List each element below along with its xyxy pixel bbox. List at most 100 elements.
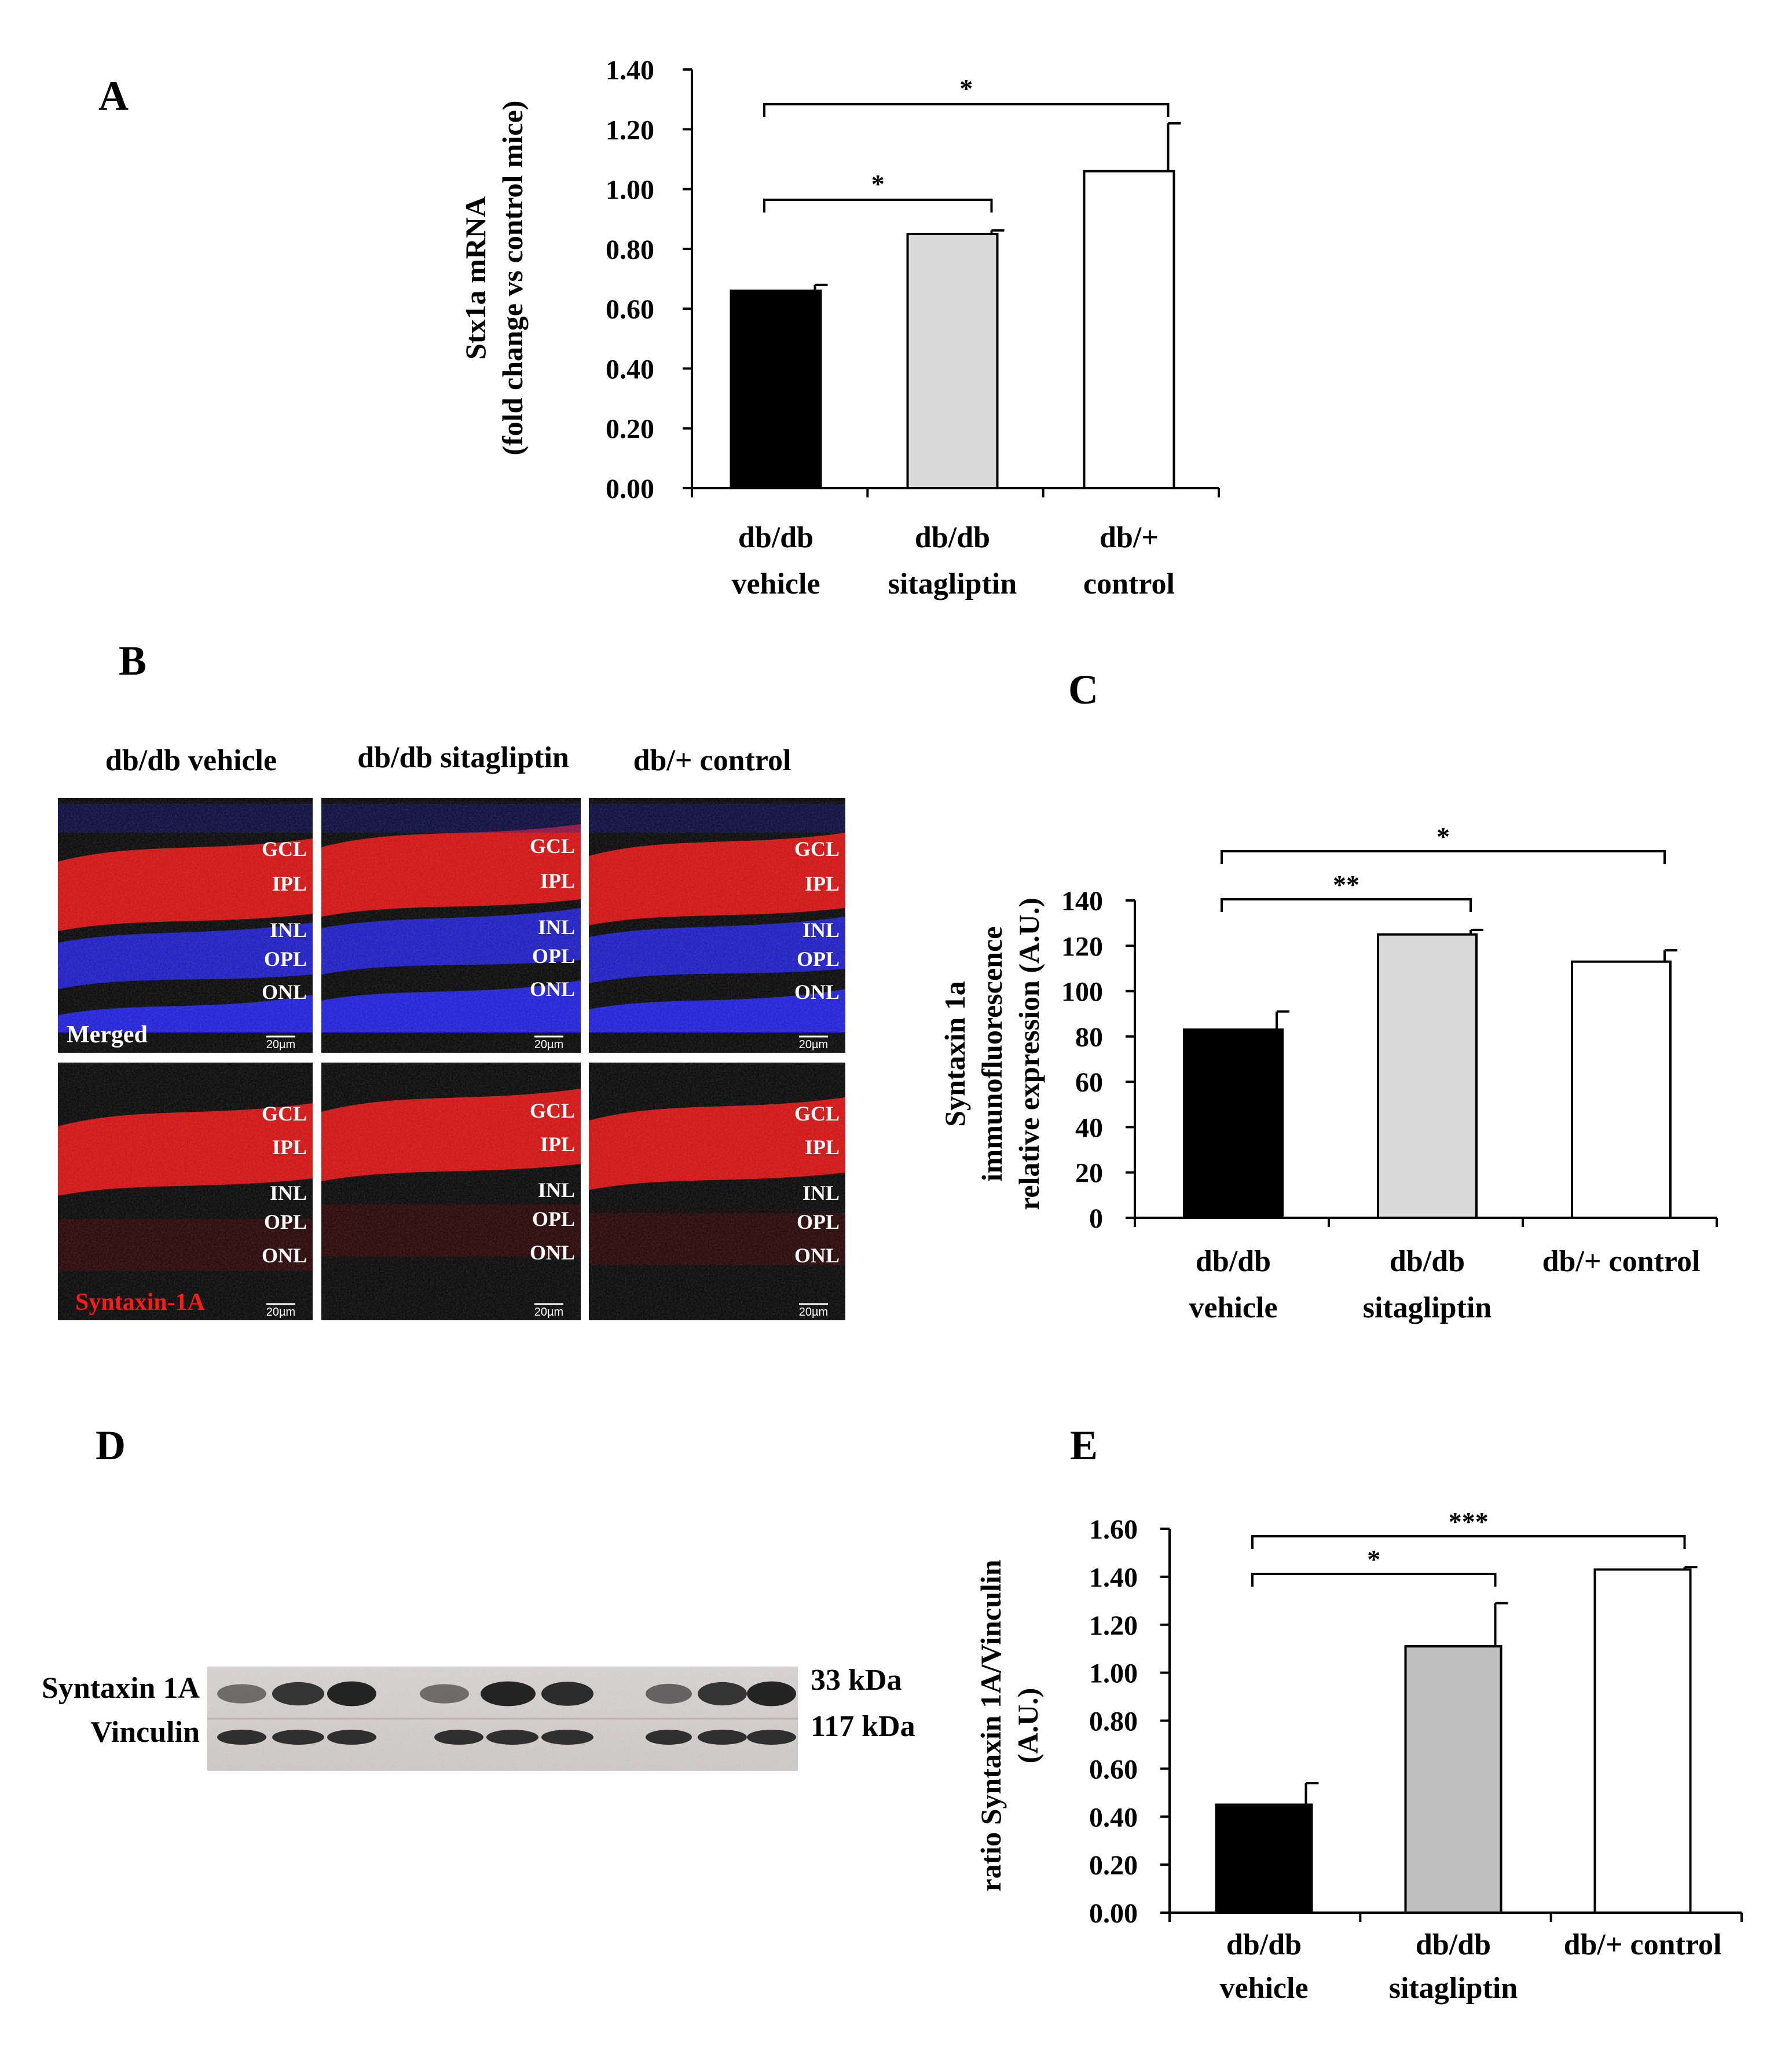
layer-label-onl: ONL (530, 1241, 575, 1264)
y-tick-label-c: 140 (1061, 886, 1103, 917)
micro-tile-r1-c1: GCL IPL INL OPL ONL 20µm (321, 1063, 581, 1320)
band-vinculin (217, 1730, 266, 1745)
significance-bracket-a (763, 199, 993, 213)
y-axis-label-e: (A.U.) (1012, 1688, 1044, 1764)
layer-label-onl: ONL (262, 980, 307, 1004)
y-tick-label-e: 1.40 (1089, 1562, 1138, 1593)
layer-label-ipl: IPL (272, 872, 307, 895)
band-syntaxin (646, 1683, 692, 1704)
category-label-a: sitagliptin (888, 567, 1017, 600)
y-tick-label-a: 0.40 (606, 354, 654, 385)
layer-label-onl: ONL (794, 1244, 840, 1267)
band-syntaxin (327, 1681, 376, 1707)
y-axis-label-c: immunofluorescence (976, 927, 1008, 1182)
y-tick-label-a: 1.00 (606, 175, 654, 206)
layer-label-onl: ONL (794, 980, 840, 1004)
category-label-c: db/+ control (1542, 1245, 1701, 1278)
band-vinculin (327, 1730, 376, 1745)
bar-c-0 (1183, 1028, 1284, 1219)
bar-e-2 (1593, 1568, 1692, 1914)
layer-label-gcl: GCL (262, 837, 307, 860)
significance-bracket-a (763, 103, 1170, 117)
y-axis-label-c: Syntaxin 1a (939, 981, 971, 1126)
y-axis-label-e: ratio Syntaxin 1A/Vinculin (974, 1559, 1007, 1891)
micro-tile-r1-c0: GCL IPL INL OPL ONL 20µm (58, 1063, 313, 1320)
y-tick-label-e: 0.00 (1089, 1898, 1138, 1929)
band-vinculin (486, 1730, 538, 1745)
layer-label-ipl: IPL (540, 1133, 575, 1156)
y-tick-label-c: 60 (1075, 1067, 1103, 1098)
category-label-c: db/db (1390, 1245, 1465, 1278)
category-label-c: vehicle (1189, 1291, 1277, 1324)
category-label-e: vehicle (1219, 1972, 1308, 2005)
western-blot-panel: Syntaxin 1A Vinculin 33 kDa 117 kDa (42, 1664, 915, 1771)
micro-tile-r0-c0: GCL IPL INL OPL ONL 20µm (58, 798, 313, 1053)
bar-c-1 (1377, 933, 1478, 1219)
y-tick-label-c: 20 (1075, 1158, 1103, 1189)
bar-a-0 (730, 290, 822, 489)
y-tick-label-e: 0.80 (1089, 1707, 1138, 1737)
micro-column-control: db/+ control (633, 744, 791, 777)
band-vinculin (434, 1730, 483, 1745)
band-syntaxin (747, 1681, 796, 1707)
y-tick-label-c: 40 (1075, 1112, 1103, 1143)
layer-label-gcl: GCL (794, 837, 840, 860)
layer-label-opl: OPL (797, 1210, 840, 1233)
category-label-e: db/db (1416, 1928, 1491, 1961)
bar-e-1 (1404, 1645, 1503, 1914)
microscopy-panel: db/db vehicle db/db sitagliptin db/+ con… (58, 741, 845, 1320)
layer-label-opl: OPL (797, 947, 840, 971)
band-syntaxin (698, 1682, 747, 1706)
category-label-e: db/+ control (1564, 1928, 1722, 1961)
y-tick-label-a: 0.60 (606, 294, 654, 325)
layer-label-onl: ONL (262, 1244, 307, 1267)
significance-marker-c: * (1436, 822, 1450, 851)
layer-label-gcl: GCL (530, 834, 575, 858)
y-tick-label-c: 100 (1061, 977, 1103, 1008)
band-vinculin (272, 1730, 324, 1745)
category-label-a: db/db (915, 521, 990, 554)
category-label-c: db/db (1196, 1245, 1271, 1278)
band-syntaxin (541, 1682, 593, 1706)
bar-a-2 (1083, 170, 1175, 490)
scale-bar-label: 20µm (266, 1038, 295, 1051)
layer-label-inl: INL (538, 1178, 575, 1202)
micro-column-sitagliptin: db/db sitagliptin (357, 741, 569, 774)
bar-a-1 (906, 233, 999, 489)
blot-label-syntaxin: Syntaxin 1A (42, 1672, 200, 1705)
significance-bracket-c (1221, 850, 1666, 864)
category-label-a: db/+ (1100, 521, 1159, 554)
layer-label-ipl: IPL (272, 1136, 307, 1159)
layer-label-ipl: IPL (540, 869, 575, 892)
panel-label-b: B (119, 638, 146, 684)
panel-label-d: D (96, 1422, 126, 1469)
significance-bracket-e (1251, 1535, 1686, 1549)
category-label-e: db/db (1226, 1928, 1302, 1961)
y-axis-label-a: (fold change vs control mice) (496, 101, 529, 456)
chart-c-immunofluorescence: 0 20 40 60 80 100 120 140 db/db vehicle db/db sitag… (939, 822, 1718, 1324)
band-syntaxin (217, 1684, 266, 1704)
category-label-e: sitagliptin (1389, 1972, 1518, 2005)
significance-marker-a: * (959, 74, 973, 103)
y-axis-label-c: relative expression (A.U.) (1013, 898, 1045, 1210)
significance-marker-a: * (871, 169, 885, 199)
layer-label-onl: ONL (530, 977, 575, 1001)
blot-size-syntaxin: 33 kDa (811, 1664, 902, 1697)
chart-e-western-ratio: 0.00 0.20 0.40 0.60 0.80 1.00 1.20 1.40 1.60 db/d… (974, 1507, 1743, 2005)
layer-label-inl: INL (270, 1181, 307, 1204)
band-syntaxin (420, 1684, 469, 1704)
scale-bar-label: 20µm (534, 1038, 563, 1051)
y-tick-label-c: 0 (1089, 1203, 1103, 1234)
y-tick-label-e: 0.20 (1089, 1850, 1138, 1881)
micro-row-merged: Merged (67, 1021, 148, 1048)
bar-e-0 (1215, 1803, 1313, 1914)
panel-label-e: E (1070, 1422, 1098, 1469)
panel-label-c: C (1068, 667, 1098, 713)
layer-label-opl: OPL (264, 1210, 307, 1233)
y-tick-label-e: 1.20 (1089, 1610, 1138, 1641)
scale-bar-label: 20µm (534, 1306, 563, 1319)
bar-c-2 (1571, 960, 1672, 1219)
significance-marker-c: ** (1333, 870, 1359, 899)
band-syntaxin (272, 1682, 324, 1706)
significance-bracket-e (1251, 1573, 1497, 1587)
